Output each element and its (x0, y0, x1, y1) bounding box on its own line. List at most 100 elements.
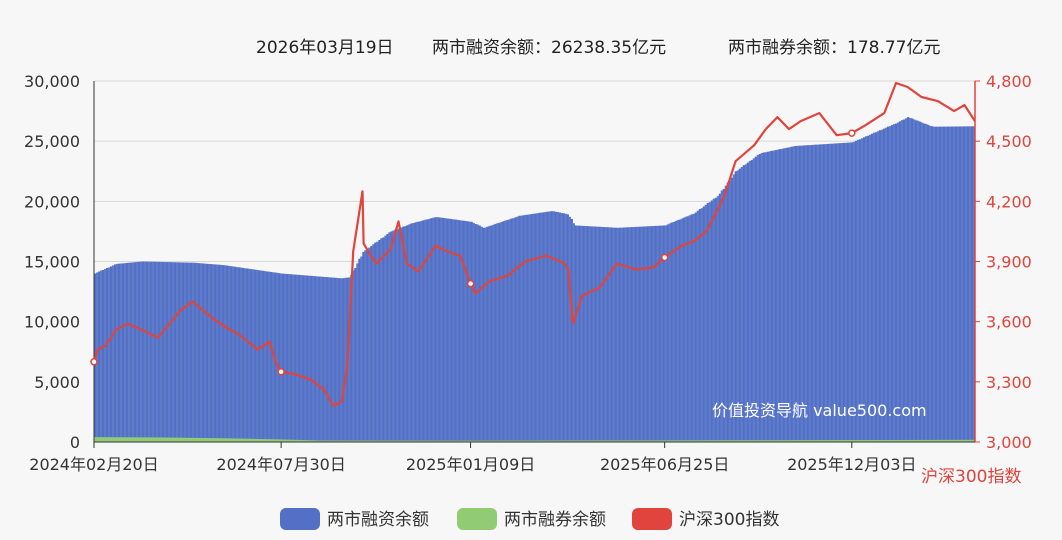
financing-bar (158, 261, 161, 442)
financing-bar (828, 143, 832, 442)
lending-bar (846, 440, 850, 442)
financing-bar (166, 262, 169, 442)
lending-bar (380, 440, 383, 442)
financing-bar (420, 220, 423, 442)
financing-bar (714, 197, 718, 442)
lending-bar (484, 440, 487, 442)
lending-bar (118, 437, 121, 442)
legend-swatch[interactable] (280, 508, 320, 530)
legend-label[interactable]: 两市融资余额 (327, 510, 429, 530)
financing-bar (676, 220, 680, 442)
lending-bar (500, 440, 503, 442)
financing-bar (188, 262, 191, 442)
watermark: 价值投资导航 value500.com (712, 401, 927, 420)
lending-bar (966, 439, 970, 442)
lending-bar (610, 440, 613, 442)
legend-swatch[interactable] (457, 508, 497, 530)
lending-bar (320, 440, 323, 442)
financing-bar (138, 261, 141, 442)
financing-bar (586, 226, 589, 442)
lending-bar (584, 440, 587, 442)
lending-bar (634, 440, 638, 442)
financing-bar (194, 262, 197, 442)
lending-bar (382, 440, 385, 442)
lending-bar (102, 437, 105, 442)
lending-bar (514, 440, 517, 442)
lending-bar (924, 439, 928, 442)
lending-bar (420, 440, 423, 442)
financing-bar (342, 278, 345, 442)
lending-bar (576, 440, 579, 442)
lending-bar (312, 440, 315, 442)
financing-bar (808, 145, 812, 442)
lending-bar (670, 440, 674, 442)
lending-bar (852, 440, 856, 442)
financing-bar (598, 226, 601, 442)
financing-bar (260, 270, 263, 442)
lending-bar (248, 438, 251, 442)
financing-bar (610, 227, 613, 442)
financing-bar (398, 228, 401, 442)
financing-bar (288, 274, 291, 442)
lending-bar (152, 437, 155, 442)
financing-bar (438, 217, 441, 442)
financing-bar (770, 150, 774, 443)
lending-bar (192, 437, 195, 442)
financing-bar (314, 276, 317, 442)
financing-bar (804, 145, 808, 442)
legend-swatch[interactable] (632, 508, 672, 530)
financing-bar (210, 264, 213, 442)
lending-bar (258, 439, 261, 442)
legend-label[interactable]: 沪深300指数 (679, 510, 779, 530)
lending-bar (674, 440, 678, 442)
financing-bar (588, 226, 591, 442)
lending-bar (398, 440, 401, 442)
lending-bar (272, 439, 275, 442)
financing-bar (200, 263, 203, 442)
financing-bar (440, 217, 443, 442)
financing-bar (252, 269, 255, 442)
lending-bar (716, 440, 720, 442)
financing-bar (408, 224, 411, 442)
financing-bar (328, 277, 331, 442)
financing-bar (366, 248, 369, 442)
lending-bar (590, 440, 593, 442)
financing-bar (496, 223, 499, 442)
header-financing: 两市融资余额：26238.35亿元 (432, 38, 666, 58)
financing-bar (810, 144, 814, 442)
financing-bar (540, 212, 543, 442)
lending-bar (826, 440, 830, 442)
lending-bar (714, 440, 718, 442)
lending-bar (556, 440, 559, 442)
financing-bar (244, 268, 247, 442)
lending-bar (402, 440, 405, 442)
lending-bar (412, 440, 415, 442)
lending-bar (138, 437, 141, 442)
financing-bar (766, 151, 770, 442)
lending-bar (644, 440, 648, 442)
lending-bar (308, 440, 311, 442)
financing-bar (390, 231, 393, 442)
financing-bar (794, 145, 798, 443)
financing-bar (208, 264, 211, 442)
financing-bar (492, 224, 495, 442)
financing-bar (786, 147, 790, 442)
lending-bar (418, 440, 421, 442)
lending-bar (408, 440, 411, 442)
financing-bar (570, 218, 573, 442)
lending-bar (830, 440, 834, 442)
financing-bar (914, 120, 918, 442)
lending-bar (406, 440, 409, 442)
legend-label[interactable]: 两市融券余额 (504, 510, 606, 530)
financing-bar (772, 150, 776, 443)
lending-bar (358, 440, 361, 442)
financing-bar (640, 226, 644, 442)
financing-bar (764, 152, 768, 443)
financing-bar (292, 274, 295, 442)
financing-bar (968, 126, 972, 442)
lending-bar (432, 440, 435, 442)
financing-bar (806, 145, 810, 443)
lending-bar (542, 440, 545, 442)
financing-bar (340, 278, 343, 442)
